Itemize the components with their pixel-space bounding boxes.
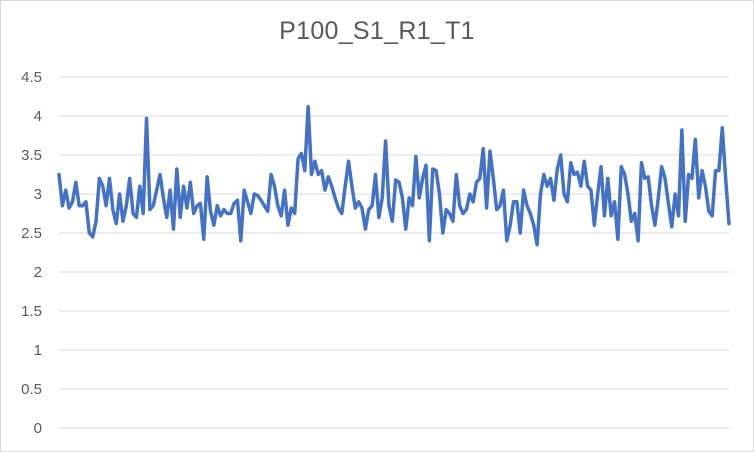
y-tick-label: 0 — [34, 420, 42, 437]
y-axis-tick-labels: 0 0.5 1 1.5 2 2.5 3 3.5 4 4.5 — [21, 69, 42, 437]
y-tick-label: 3.5 — [21, 147, 42, 164]
y-tick-label: 4.5 — [21, 69, 42, 86]
chart-title: P100_S1_R1_T1 — [279, 17, 475, 45]
y-tick-label: 2 — [34, 264, 42, 281]
y-tick-label: 0.5 — [21, 381, 42, 398]
series-layer — [57, 104, 731, 247]
y-tick-label: 1.5 — [21, 303, 42, 320]
y-tick-label: 1 — [34, 342, 42, 359]
y-tick-label: 2.5 — [21, 225, 42, 242]
series-line — [57, 104, 731, 247]
y-tick-label: 3 — [34, 186, 42, 203]
y-tick-label: 4 — [34, 108, 42, 125]
gridlines — [59, 76, 729, 429]
